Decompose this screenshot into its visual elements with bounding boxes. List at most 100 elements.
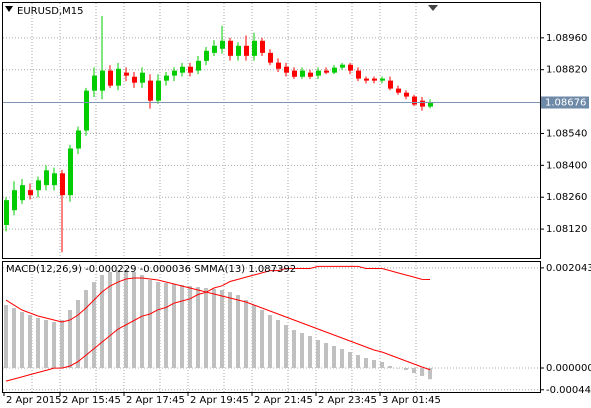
macd-bar	[364, 357, 368, 368]
macd-bar	[116, 270, 120, 368]
y-tick-label: -0.000445	[546, 385, 591, 396]
macd-bar	[380, 362, 384, 368]
macd-bar	[212, 288, 216, 368]
y-tick-label: 1.08260	[546, 192, 587, 203]
candle-body	[420, 100, 425, 107]
candle-body	[236, 45, 241, 56]
macd-bar	[260, 310, 264, 368]
macd-bar	[60, 320, 64, 368]
y-tick-label: 0.002043	[546, 263, 591, 274]
candle-body	[356, 70, 361, 79]
macd-bar	[412, 367, 416, 373]
collapse-arrow[interactable]	[5, 6, 13, 12]
x-tick-label: 2 Apr 2015	[6, 395, 61, 406]
candle-body	[244, 45, 249, 56]
macd-bar	[180, 285, 184, 368]
macd-bar	[236, 295, 240, 368]
macd-bar	[268, 315, 272, 368]
macd-bar	[172, 284, 176, 368]
candle-body	[220, 40, 225, 49]
macd-bar	[84, 290, 88, 368]
macd-bar	[140, 275, 144, 368]
macd-bar	[156, 282, 160, 368]
candle-body	[372, 78, 377, 81]
x-tick-label: 2 Apr 17:45	[126, 395, 185, 406]
macd-bar	[284, 325, 288, 368]
macd-bar	[12, 308, 16, 368]
macd-bar	[148, 280, 152, 368]
candle-body	[364, 78, 369, 81]
macd-bar	[396, 367, 400, 369]
candle-body	[76, 130, 81, 149]
candle-body	[108, 70, 113, 86]
candle-body	[204, 50, 209, 61]
indicator-line	[5, 277, 431, 371]
macd-bar	[300, 333, 304, 368]
candle-body	[156, 80, 161, 101]
candle-body	[132, 76, 137, 83]
macd-bar	[356, 355, 360, 368]
candle-body	[20, 185, 25, 201]
candle-body	[340, 64, 345, 68]
candle-body	[404, 92, 409, 97]
candle-body	[284, 66, 289, 73]
candle-body	[348, 64, 353, 71]
y-tick-label: 0.000000	[546, 363, 591, 374]
main-frame	[2, 2, 541, 259]
marks	[4, 15, 433, 382]
candle-body	[292, 70, 297, 77]
candle-body	[388, 80, 393, 89]
macd-bar	[36, 318, 40, 368]
macd-bar	[108, 272, 112, 368]
macd-bar	[372, 360, 376, 368]
candle-body	[124, 72, 129, 76]
macd-bar	[204, 288, 208, 368]
macd-bar	[68, 310, 72, 368]
candle-body	[308, 72, 313, 77]
candle-body	[4, 200, 9, 225]
macd-name: MACD(12,26,9)	[6, 264, 82, 275]
macd-bar	[4, 305, 8, 368]
x-tick-label: 3 Apr 01:45	[382, 395, 441, 406]
macd-bar	[124, 270, 128, 368]
candle-body	[36, 180, 41, 191]
y-tick-label: 1.08120	[546, 224, 587, 235]
candle-body	[140, 72, 145, 83]
y-tick-label: 1.08540	[546, 128, 587, 139]
candle-body	[100, 70, 105, 91]
candle-body	[92, 75, 97, 91]
candle-body	[172, 70, 177, 76]
candle-body	[60, 173, 65, 196]
candle-body	[228, 40, 233, 56]
indicator-label: MACD(12,26,9) -0.000229 -0.000036 SMMA(1…	[6, 264, 296, 275]
candle-body	[84, 90, 89, 131]
shift-marker[interactable]	[428, 5, 438, 11]
candle-body	[396, 88, 401, 93]
x-tick-label: 2 Apr 21:45	[254, 395, 313, 406]
y-tick-label: 1.08400	[546, 160, 587, 171]
macd-bar	[28, 315, 32, 368]
candle-body	[300, 70, 305, 77]
x-tick-label: 2 Apr 19:45	[190, 395, 249, 406]
candle-body	[52, 173, 57, 186]
chart-title: EURUSD,M15	[17, 6, 83, 17]
candle-body	[196, 60, 201, 71]
candle-body	[252, 40, 257, 56]
macd-bar	[316, 340, 320, 368]
current-price-label: 1.08676	[545, 97, 586, 108]
macd-bar	[44, 320, 48, 368]
macd-bar	[100, 275, 104, 368]
indicator-line	[5, 265, 431, 382]
macd-bar	[348, 352, 352, 368]
candle-body	[164, 75, 169, 81]
macd-bar	[404, 367, 408, 370]
current-price-box	[541, 96, 589, 109]
candle-body	[332, 67, 337, 73]
y-tick-label: 1.08820	[546, 65, 587, 76]
candle-body	[188, 66, 193, 73]
macd-bar	[388, 365, 392, 368]
candle-body	[316, 70, 321, 76]
macd-bar	[292, 330, 296, 368]
macd-frame	[2, 261, 541, 393]
